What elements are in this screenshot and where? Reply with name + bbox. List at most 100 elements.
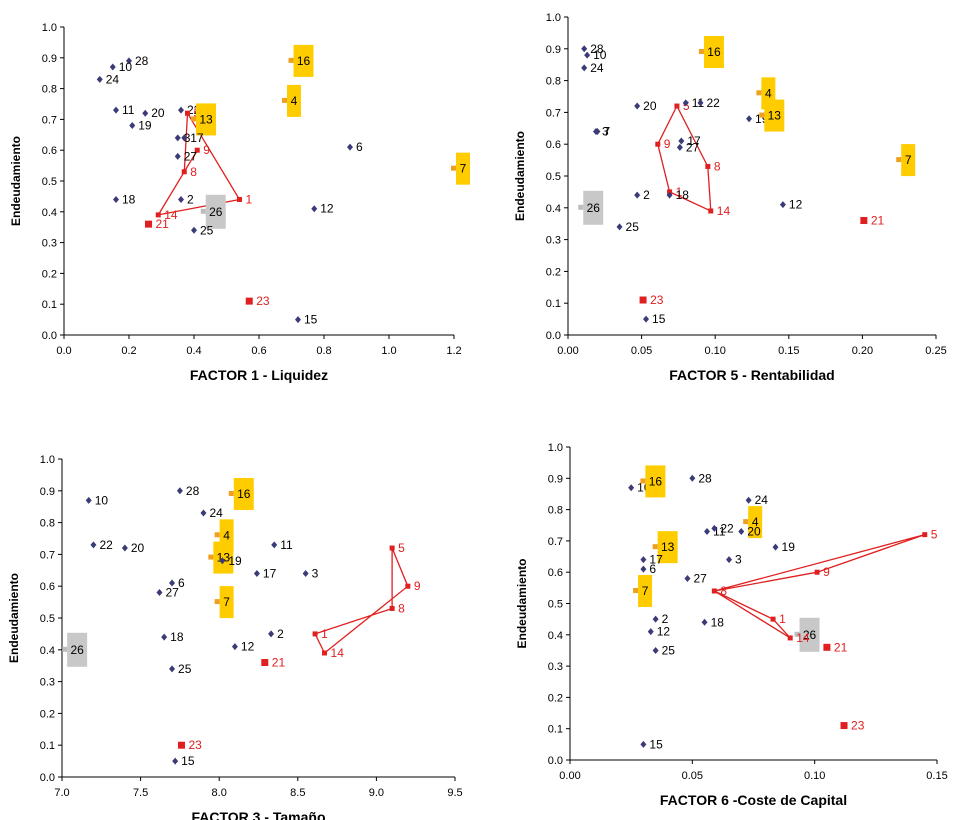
data-point-6 [640,565,647,573]
red-group-outline [712,533,926,639]
scatter-chart-rentabilidad: 0.0 0.1 0.2 0.3 0.4 0.5 0.6 0.7 0.8 0.9 1.0 0.00 0.0… [513,12,947,383]
red-group-outline [657,105,712,213]
point-label-1: 1 [779,612,786,626]
data-point-13 [759,112,765,118]
x-tick-label: 9.0 [369,787,384,799]
point-label-4: 4 [223,528,230,542]
point-label-21: 21 [834,640,848,654]
data-point-26 [200,208,206,214]
data-point-5 [922,532,928,538]
point-label-1: 1 [321,627,328,641]
point-label-14: 14 [164,208,178,222]
point-label-20: 20 [151,106,165,120]
point-label-22: 22 [99,538,113,552]
x-tick-label: 0.00 [559,770,580,782]
data-point-26 [62,646,68,652]
data-point-10 [584,51,591,59]
data-point-19 [219,557,226,565]
y-tick-label: 1.0 [40,454,55,466]
point-label-14: 14 [331,646,345,660]
point-label-28: 28 [698,471,712,485]
point-label-16: 16 [237,487,251,501]
data-point-25 [169,665,176,673]
red-group-outline [156,111,241,216]
point-label-13: 13 [199,112,213,126]
point-label-10: 10 [119,60,133,74]
data-point-3 [726,556,733,564]
point-label-2: 2 [277,627,284,641]
highlight-box-16 [703,35,724,68]
y-tick-label: 0.3 [548,661,563,673]
highlight-box-26 [799,617,820,652]
x-axis-title: FACTOR 3 - Tamaño [191,809,325,820]
highlight-box-16 [233,477,254,510]
data-point-23 [177,741,185,749]
point-label-15: 15 [304,313,318,327]
data-point-7 [451,165,456,171]
y-axis-title: Endeudamiento [7,573,21,663]
point-label-6: 6 [178,576,185,590]
data-point-4 [214,532,220,538]
point-label-7: 7 [642,584,649,598]
data-point-24 [581,64,588,72]
highlight-box-7 [456,152,470,185]
y-tick-label: 0.8 [40,518,55,530]
point-label-6: 6 [649,562,656,576]
data-point-25 [616,223,623,231]
data-point-27 [174,152,181,160]
highlight-box-7 [219,586,234,619]
highlight-box-13 [196,103,216,136]
y-tick-label: 0.5 [42,176,57,188]
point-label-24: 24 [209,506,223,520]
data-point-19 [746,115,753,123]
x-tick-label: 0.8 [316,345,331,357]
data-point-12 [311,205,318,213]
point-label-18: 18 [711,615,725,629]
data-point-10 [109,63,116,71]
point-label-8: 8 [714,159,721,173]
y-tick-label: 0.9 [548,473,563,485]
y-tick-label: 0.1 [546,298,561,310]
scatter-chart-liquidez: 0.0 0.1 0.2 0.3 0.4 0.5 0.6 0.7 0.8 0.9 1.0 0.0 0.2 0… [9,22,470,383]
data-point-9 [405,583,411,589]
point-label-23: 23 [256,294,270,308]
y-tick-label: 0.3 [42,238,57,250]
y-tick-label: 0.6 [42,145,57,157]
data-point-1 [770,616,776,622]
data-point-24 [200,509,207,517]
data-point-14 [322,650,328,656]
point-label-18: 18 [170,630,184,644]
point-label-21: 21 [156,217,170,231]
data-point-2 [178,195,184,203]
x-tick-label: 0.0 [56,345,71,357]
y-tick-label: 0.2 [40,708,55,720]
point-label-23: 23 [851,719,865,733]
data-point-12 [779,201,786,209]
data-point-3 [302,569,309,577]
data-point-8 [389,605,395,611]
data-point-18 [161,633,168,641]
point-label-17: 17 [649,553,663,567]
x-tick-label: 8.0 [212,787,227,799]
point-label-12: 12 [789,198,803,212]
y-tick-label: 0.1 [42,299,57,311]
data-point-25 [191,226,197,234]
y-tick-label: 0.6 [548,567,563,579]
data-point-23 [840,722,848,730]
x-axis-title: FACTOR 1 - Liquidez [190,367,328,383]
point-label-27: 27 [686,140,700,154]
highlight-box-7 [901,144,916,177]
data-point-13 [191,116,196,122]
point-label-24: 24 [590,61,604,75]
data-point-18 [666,191,673,199]
point-label-9: 9 [414,579,421,593]
data-point-3 [174,134,181,142]
data-point-6 [169,579,176,587]
data-point-8 [705,163,711,169]
data-point-6 [347,143,353,151]
y-tick-label: 0.2 [548,692,563,704]
data-point-13 [652,544,658,550]
point-label-2: 2 [187,192,194,206]
x-tick-label: 0.4 [186,345,201,357]
y-tick-label: 0.6 [546,139,561,151]
